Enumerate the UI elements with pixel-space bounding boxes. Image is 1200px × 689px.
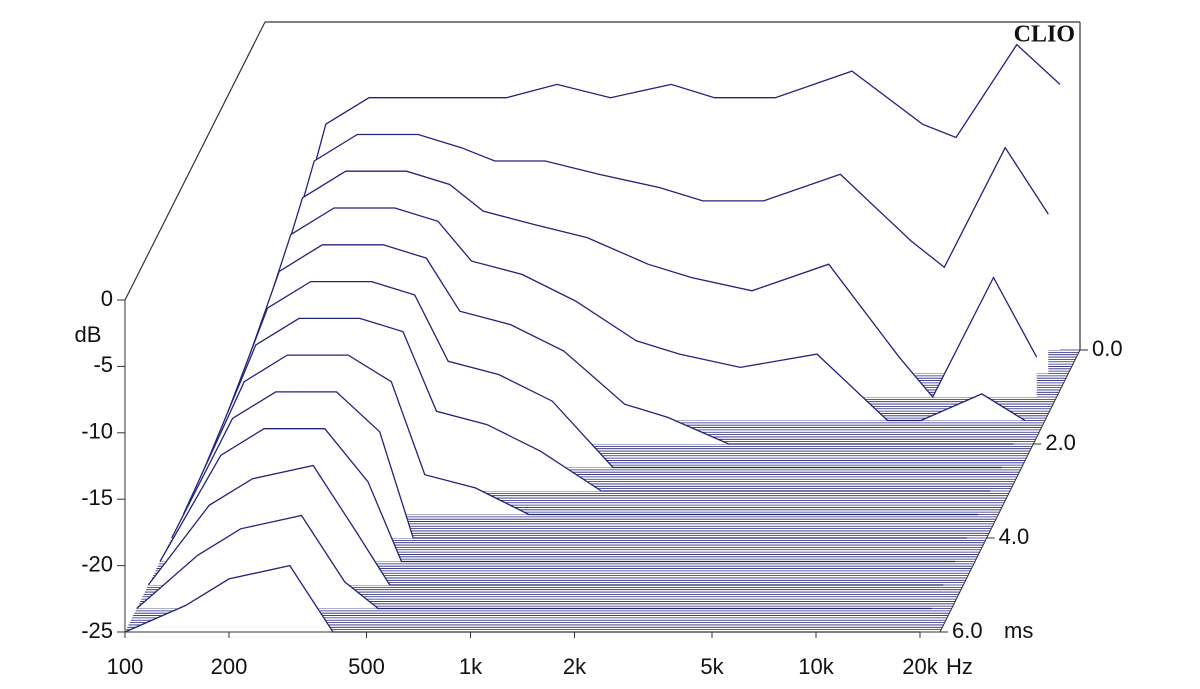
z-tick-label: 0.0: [1092, 336, 1123, 361]
decay-slice: [194, 317, 990, 492]
frame: [124, 21, 1081, 350]
slice-fill: [148, 465, 944, 585]
decay-slice: [147, 464, 944, 586]
decay-slice: [252, 133, 1049, 374]
x-tick-label: 5k: [700, 654, 724, 679]
decay-slice: [206, 280, 1002, 469]
x-tick-label: 2k: [563, 654, 587, 679]
x-tick-label: 20k: [902, 654, 938, 679]
x-unit: Hz: [946, 654, 973, 679]
x-tick-label: 100: [107, 654, 144, 679]
y-axis-label: dB: [75, 322, 102, 347]
decay-slice: [159, 428, 955, 563]
decay-slice: [171, 391, 967, 539]
y-tick-label: -5: [93, 352, 113, 377]
z-tick-label: 2.0: [1045, 430, 1076, 455]
z-tick-label: 6.0: [952, 618, 983, 643]
slice-fill: [125, 565, 920, 632]
decay-slice: [136, 514, 932, 610]
y-tick-label: -15: [81, 485, 113, 510]
y-tick-label: -20: [81, 551, 113, 576]
y-tick-label: -25: [81, 618, 113, 643]
z-unit: ms: [1004, 618, 1033, 643]
y-tick-label: 0: [101, 286, 113, 311]
slice-fill: [160, 428, 955, 562]
brand: CLIO: [1014, 22, 1075, 48]
decay-slice: [182, 354, 979, 516]
decay-slice: [264, 43, 1061, 351]
x-tick-label: 500: [348, 654, 385, 679]
x-tick-label: 1k: [459, 654, 483, 679]
decay-slice: [241, 170, 1038, 399]
x-tick-label: 200: [211, 654, 248, 679]
z-axis: [939, 349, 1081, 633]
decay-slice: [229, 207, 1026, 422]
y-tick-label: -10: [81, 419, 113, 444]
z-tick-label: 4.0: [999, 524, 1030, 549]
slice-fill: [136, 515, 932, 609]
decay-slice: [217, 244, 1014, 445]
side-wall-edge: [124, 21, 266, 301]
x-tick-label: 10k: [798, 654, 834, 679]
